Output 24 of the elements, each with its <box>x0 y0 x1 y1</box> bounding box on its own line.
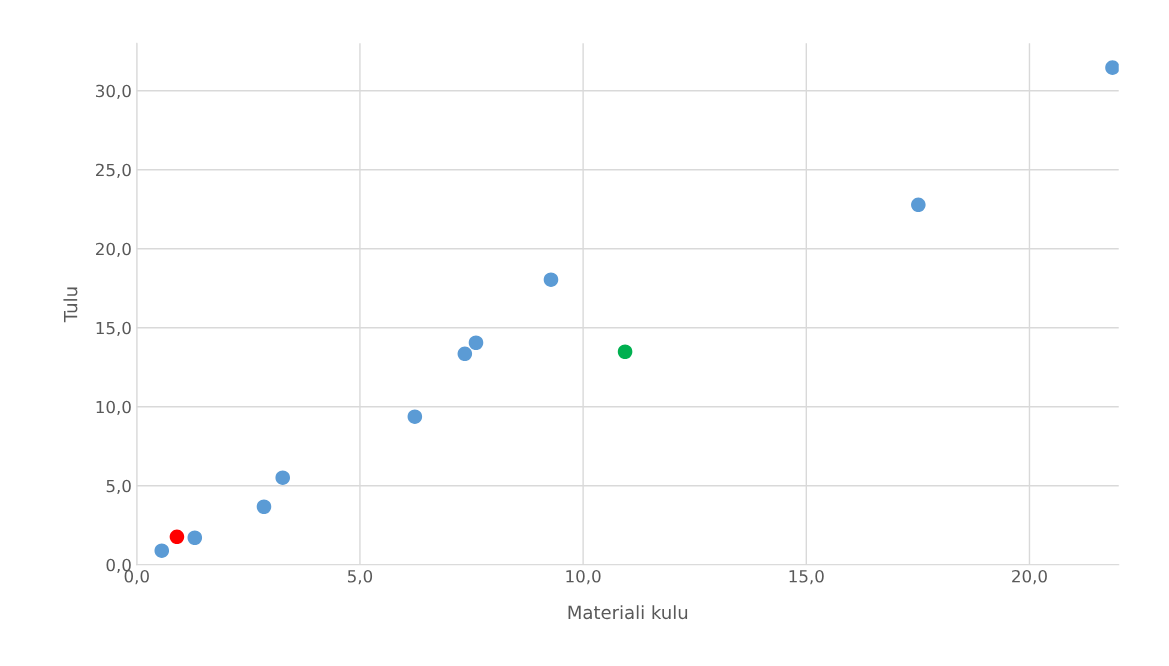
point <box>169 529 185 545</box>
point <box>256 499 272 515</box>
point <box>468 335 484 351</box>
point <box>911 197 926 213</box>
point <box>154 543 170 558</box>
x-tick-label: 10,0 <box>566 569 601 585</box>
x-tick-label: 5,0 <box>347 569 373 585</box>
y-tick-label: 15,0 <box>96 321 131 336</box>
point <box>457 346 473 362</box>
point <box>1105 60 1119 75</box>
point <box>617 344 633 360</box>
y-tick-label: 10,0 <box>96 400 131 416</box>
x-axis-title: Materiali kulu <box>568 605 688 620</box>
y-tick-label: 30,0 <box>96 84 131 99</box>
y-tick-label: 5,0 <box>106 479 131 495</box>
y-axis-title: Tulu <box>63 287 78 323</box>
point <box>407 409 423 424</box>
y-tick-label: 20,0 <box>96 242 131 257</box>
y-tick-label: 25,0 <box>96 163 131 178</box>
x-tick-label: 15,0 <box>789 569 824 585</box>
point <box>187 530 203 546</box>
x-tick-label: 20,0 <box>1012 569 1047 585</box>
point <box>275 470 291 485</box>
point <box>543 272 559 287</box>
